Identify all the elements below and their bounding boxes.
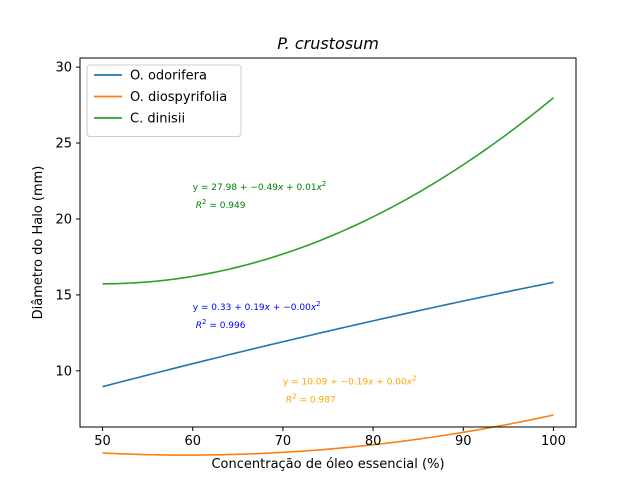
equation-part: 2 [322, 180, 326, 188]
equation-part: y = 27.98 + −0.49 [193, 183, 278, 193]
r2-value: = 0.996 [206, 321, 245, 331]
r2-symbol: R [196, 321, 202, 331]
axes-frame [79, 57, 577, 428]
equation-part: 2 [316, 300, 320, 308]
equation-annotation: y = 27.98 + −0.49x + 0.01x2 [193, 180, 327, 193]
equation-part: x [310, 303, 317, 313]
r2-annotation: R2 = 0.949 [196, 198, 246, 211]
y-tick-label: 25 [55, 137, 72, 152]
legend-box [86, 64, 242, 137]
r2-value: = 0.949 [206, 201, 245, 211]
y-tick-label: 20 [55, 212, 72, 227]
legend-label: O. odorifera [130, 69, 207, 84]
equation-part: + 0.00 [373, 377, 407, 387]
equation-part: x [406, 377, 413, 387]
r2-superscript: 2 [202, 318, 206, 326]
equation-part: + 0.01 [283, 183, 316, 193]
r2-superscript: 2 [202, 198, 206, 206]
legend-label: O. diospyrifolia [130, 90, 227, 105]
series-line-2 [102, 97, 554, 285]
series-line-0 [102, 281, 554, 388]
y-tick-label: 10 [55, 364, 72, 379]
x-axis-ticks: 50 60 70 80 90 100 [94, 427, 566, 449]
y-axis-ticks: 10 15 20 25 30 [55, 61, 80, 379]
equation-part: x [316, 183, 323, 193]
equation-annotation: y = 0.33 + 0.19x + −0.00x2 [193, 300, 321, 313]
plot-lines [102, 97, 554, 456]
equation-part: x [277, 183, 284, 193]
x-tick-label: 90 [455, 434, 472, 449]
equation-part: + −0.00 [270, 303, 311, 313]
legend: O. odorifera O. diospyrifolia C. dinisii [86, 64, 242, 137]
r2-annotation: R2 = 0.987 [286, 392, 336, 405]
series-line-1 [102, 414, 554, 456]
equation-annotation: y = 10.09 + −0.19x + 0.00x2 [283, 374, 417, 387]
equation-part: 2 [412, 374, 416, 382]
x-tick-label: 70 [275, 434, 292, 449]
x-tick-label: 60 [184, 434, 201, 449]
r2-value: = 0.987 [297, 395, 336, 405]
r2-annotation: R2 = 0.996 [196, 318, 246, 331]
equation-part: x [367, 377, 374, 387]
legend-label: C. dinisii [130, 112, 185, 127]
x-tick-label: 100 [541, 434, 566, 449]
x-tick-label: 50 [94, 434, 111, 449]
y-axis-label: Diâmetro do Halo (mm) [31, 166, 46, 320]
r2-symbol: R [196, 201, 202, 211]
chart-title: P. crustosum [277, 34, 379, 53]
y-tick-label: 30 [55, 61, 72, 76]
equation-part: y = 10.09 + −0.19 [283, 377, 368, 387]
y-tick-label: 15 [55, 288, 72, 303]
equation-part: y = 0.33 + 0.19 [193, 303, 265, 313]
x-tick-label: 80 [365, 434, 382, 449]
equation-part: x [264, 303, 271, 313]
x-axis-label: Concentração de óleo essencial (%) [211, 457, 444, 472]
r2-symbol: R [286, 395, 292, 405]
r2-superscript: 2 [292, 392, 296, 400]
